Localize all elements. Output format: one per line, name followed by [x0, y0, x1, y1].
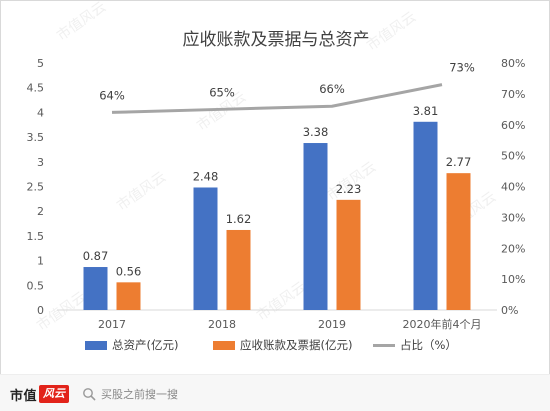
bar-label-1-3: 2.77 — [446, 155, 472, 169]
bar-total-assets-1 — [193, 187, 218, 310]
bar-receivables-1 — [226, 229, 251, 310]
watermark-1: 市值风云 — [364, 8, 420, 54]
y-left-tick-5: 2.5 — [27, 181, 45, 194]
legend-swatch-1 — [213, 341, 235, 350]
y-left-tick-9: 4.5 — [27, 82, 45, 95]
bar-label-0-2: 3.38 — [303, 125, 329, 139]
y-left-tick-4: 2 — [37, 205, 44, 218]
bar-receivables-3 — [446, 173, 471, 310]
y-right-tick-8: 80% — [501, 57, 525, 70]
line-label-1: 65% — [209, 85, 235, 99]
bar-receivables-0 — [116, 282, 141, 310]
bar-label-0-0: 0.87 — [83, 249, 109, 263]
brand-text: 市值 — [10, 388, 38, 404]
y-right-tick-4: 40% — [501, 181, 525, 194]
line-label-2: 66% — [319, 82, 345, 96]
watermark-7: 市值风云 — [254, 278, 310, 324]
legend-label-1: 应收账款及票据(亿元) — [240, 338, 352, 352]
y-right-tick-3: 30% — [501, 211, 525, 224]
legend-swatch-0 — [85, 341, 107, 350]
y-right-tick-7: 70% — [501, 88, 525, 101]
bar-label-1-1: 1.62 — [226, 212, 252, 226]
search-icon — [83, 388, 96, 401]
line-label-0: 64% — [99, 88, 125, 102]
y-right-tick-5: 50% — [501, 150, 525, 163]
y-left-tick-1: 0.5 — [27, 279, 45, 292]
bar-label-0-3: 3.81 — [413, 104, 439, 118]
bar-receivables-2 — [336, 199, 361, 310]
bar-total-assets-2 — [303, 143, 328, 310]
footer-bar: 市值 风云 买股之前搜一搜 — [0, 374, 550, 411]
legend-label-2: 占比（%） — [400, 338, 457, 352]
ratio-line — [111, 83, 443, 114]
y-left-tick-6: 3 — [37, 156, 44, 169]
brand-mark: 风云 — [39, 385, 70, 403]
y-right-tick-6: 60% — [501, 119, 525, 132]
search-box[interactable]: 买股之前搜一搜 — [82, 384, 178, 404]
search-text: 买股之前搜一搜 — [101, 388, 178, 401]
chart-title: 应收账款及票据与总资产 — [183, 30, 370, 50]
x-tick-2: 2019 — [318, 318, 346, 331]
x-tick-1: 2018 — [208, 318, 236, 331]
line-label-3: 73% — [449, 61, 475, 75]
y-left-tick-7: 3.5 — [27, 131, 45, 144]
bar-label-1-2: 2.23 — [336, 182, 362, 196]
y-left-tick-3: 1.5 — [27, 230, 45, 243]
y-left-tick-2: 1 — [37, 255, 44, 268]
y-right-tick-1: 10% — [501, 273, 525, 286]
bar-total-assets-0 — [83, 267, 108, 310]
y-left-tick-8: 4 — [37, 106, 44, 119]
legend-label-0: 总资产(亿元) — [112, 338, 178, 352]
watermark-0: 市值风云 — [54, 1, 110, 44]
y-right-tick-2: 20% — [501, 242, 525, 255]
y-left-tick-10: 5 — [37, 57, 44, 70]
bar-label-0-1: 2.48 — [193, 169, 219, 183]
y-right-tick-0: 0% — [501, 304, 518, 317]
watermark-2: 市值风云 — [114, 168, 170, 214]
brand-logo[interactable]: 市值 风云 — [10, 384, 70, 404]
y-left-tick-0: 0 — [37, 304, 44, 317]
bar-label-1-0: 0.56 — [116, 264, 142, 278]
x-tick-0: 2017 — [98, 318, 126, 331]
bar-total-assets-3 — [413, 121, 438, 310]
x-tick-3: 2020年前4个月 — [403, 317, 482, 331]
